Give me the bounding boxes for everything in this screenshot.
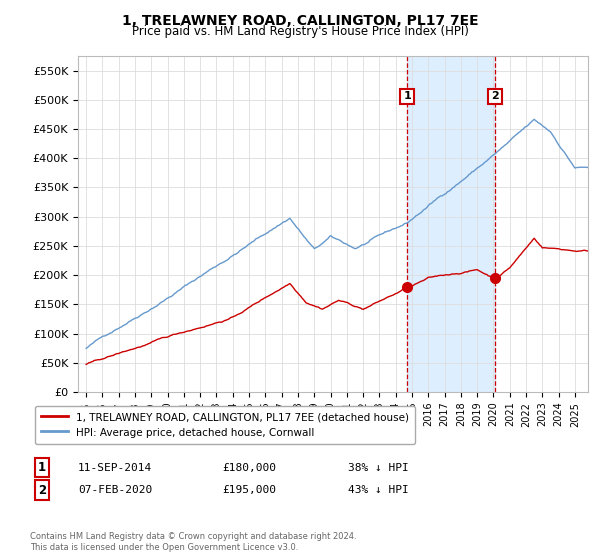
- Text: 2: 2: [491, 91, 499, 101]
- Text: £180,000: £180,000: [222, 463, 276, 473]
- Text: Price paid vs. HM Land Registry's House Price Index (HPI): Price paid vs. HM Land Registry's House …: [131, 25, 469, 38]
- Legend: 1, TRELAWNEY ROAD, CALLINGTON, PL17 7EE (detached house), HPI: Average price, de: 1, TRELAWNEY ROAD, CALLINGTON, PL17 7EE …: [35, 405, 415, 444]
- Text: 2: 2: [38, 483, 46, 497]
- Text: £195,000: £195,000: [222, 485, 276, 495]
- Text: 38% ↓ HPI: 38% ↓ HPI: [348, 463, 409, 473]
- Text: 1: 1: [38, 461, 46, 474]
- Text: 43% ↓ HPI: 43% ↓ HPI: [348, 485, 409, 495]
- Text: Contains HM Land Registry data © Crown copyright and database right 2024.
This d: Contains HM Land Registry data © Crown c…: [30, 532, 356, 552]
- Text: 1: 1: [403, 91, 411, 101]
- Text: 1, TRELAWNEY ROAD, CALLINGTON, PL17 7EE: 1, TRELAWNEY ROAD, CALLINGTON, PL17 7EE: [122, 14, 478, 28]
- Bar: [407, 56, 495, 392]
- Text: 11-SEP-2014: 11-SEP-2014: [78, 463, 152, 473]
- Text: 07-FEB-2020: 07-FEB-2020: [78, 485, 152, 495]
